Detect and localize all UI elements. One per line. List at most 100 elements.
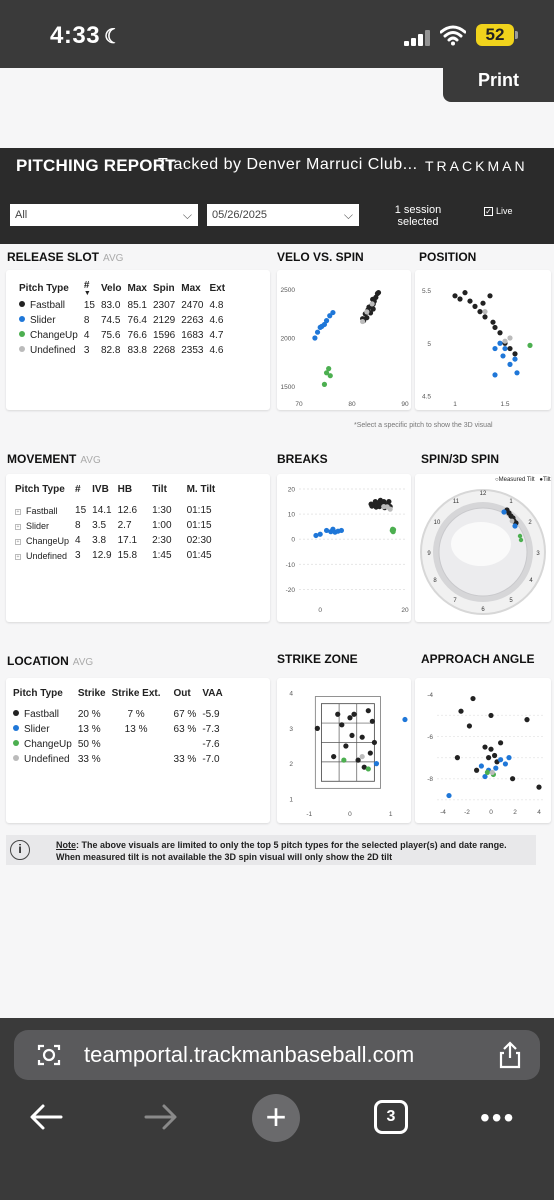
fastball-point <box>466 723 472 729</box>
undefined-point <box>482 309 488 315</box>
table-cell: 63 % <box>173 724 197 735</box>
date-select[interactable]: 05/26/2025 ⌵ <box>207 204 359 226</box>
strike-zone-title: STRIKE ZONE <box>277 652 358 666</box>
table-header-row: Pitch Type # IVB HB Tilt M. Tilt <box>12 482 218 497</box>
slider-point <box>497 340 503 346</box>
column-header[interactable]: Max <box>181 282 201 294</box>
pitch-type-label: Fastball <box>26 505 58 516</box>
new-tab-plus-icon[interactable]: + <box>252 1094 300 1142</box>
table-cell: 2307 <box>152 300 176 311</box>
expand-icon[interactable]: + <box>15 508 21 515</box>
page-settings-icon[interactable] <box>36 1042 62 1068</box>
table-header-row: Pitch Type # ▼ Velo Max Spin Max Ext <box>16 278 228 298</box>
column-header[interactable]: Tilt <box>152 484 167 495</box>
slider-point <box>313 532 319 539</box>
column-header[interactable]: Pitch Type <box>13 688 63 699</box>
x-tick-label: 1.5 <box>500 401 509 408</box>
column-header[interactable]: Strike <box>77 688 106 699</box>
pitch-type-cell: Fastball <box>16 298 81 313</box>
column-header[interactable]: Pitch Type <box>19 282 69 294</box>
table-row[interactable]: + Slider 8 3.5 2.7 1:00 01:15 <box>12 518 218 533</box>
undefined-point <box>359 753 365 760</box>
more-options-icon[interactable]: ••• <box>480 1102 516 1133</box>
table-row[interactable]: + ChangeUp 4 3.8 17.1 2:30 02:30 <box>12 533 218 548</box>
approach-angle-card: -4 -6 -8 -4 -2 0 2 4 <box>415 678 551 823</box>
table-row[interactable]: Undefined 33 % 33 % -7.0 <box>10 752 226 767</box>
clock-number: 2 <box>528 520 532 526</box>
approach-angle-chart[interactable]: -4 -6 -8 -4 -2 0 2 4 <box>415 678 551 823</box>
y-tick-label: -8 <box>427 776 433 783</box>
table-cell: 17.1 <box>117 535 138 546</box>
column-header[interactable]: # <box>75 484 81 495</box>
pitch-type-label: Slider <box>30 315 56 326</box>
pitch-filter-select[interactable]: All ⌵ <box>10 204 198 226</box>
expand-icon[interactable]: + <box>15 553 21 560</box>
fastball-point <box>371 739 378 746</box>
column-header[interactable]: M. Tilt <box>186 484 216 495</box>
column-header[interactable]: Out <box>173 688 191 699</box>
clock-number: 7 <box>453 598 457 604</box>
table-cell: 82.8 <box>100 345 121 356</box>
clock-number: 1 <box>509 499 513 505</box>
report-header: PITCHING REPORT Tracked by Denver Marruc… <box>0 148 554 244</box>
movement-title-text: MOVEMENT <box>7 452 77 466</box>
column-header[interactable]: Pitch Type <box>15 484 65 495</box>
fastball-point <box>492 752 498 759</box>
cellular-signal-icon <box>404 30 432 46</box>
column-header[interactable]: Velo <box>100 282 122 294</box>
table-row[interactable]: ChangeUp 50 % -7.6 <box>10 737 226 752</box>
forward-arrow-icon[interactable] <box>143 1102 179 1132</box>
pitch-type-cell: + Undefined <box>12 548 72 563</box>
tabs-count-button[interactable]: 3 <box>374 1100 408 1134</box>
table-cell <box>109 752 164 767</box>
live-toggle[interactable]: ✓ Live <box>484 206 513 216</box>
table-row[interactable]: + Undefined 3 12.9 15.8 1:45 01:45 <box>12 548 218 563</box>
changeup-point <box>327 373 333 379</box>
strike-zone-chart[interactable]: 1 2 3 4 -1 0 1 <box>277 678 411 823</box>
back-arrow-icon[interactable] <box>28 1102 64 1132</box>
table-row[interactable]: Fastball 20 % 7 % 67 % -5.9 <box>10 707 226 722</box>
spin-clock-visual[interactable]: 12 1 2 3 4 5 6 7 8 9 10 11 <box>415 474 551 622</box>
slider-point <box>327 313 333 319</box>
table-row[interactable]: Undefined 3 82.8 83.8 2268 2353 4.6 <box>16 343 228 358</box>
x-tick-label: 0 <box>318 607 322 614</box>
avg-label: AVG <box>103 253 124 264</box>
column-header[interactable]: Ext <box>209 282 226 294</box>
fastball-point <box>458 708 464 714</box>
position-title: POSITION <box>419 250 477 264</box>
position-chart[interactable]: 4.5 5 5.5 1 1.5 <box>415 270 551 410</box>
column-header[interactable]: IVB <box>92 484 109 495</box>
velo-spin-chart[interactable]: 1500 2000 2500 70 80 90 <box>277 270 411 410</box>
expand-icon[interactable]: + <box>15 538 21 545</box>
column-header[interactable]: HB <box>117 484 133 495</box>
table-row[interactable]: Slider 13 % 13 % 63 % -7.3 <box>10 722 226 737</box>
fastball-dot-icon <box>19 301 25 307</box>
session-count[interactable]: 1 session selected <box>380 204 456 228</box>
column-header[interactable]: Strike Ext. <box>111 688 161 699</box>
report-title: PITCHING REPORT <box>16 156 176 175</box>
changeup-dot-icon <box>13 740 19 746</box>
print-button[interactable]: Print <box>443 68 554 102</box>
expand-icon[interactable]: + <box>15 523 21 530</box>
pitch-type-cell: ChangeUp <box>10 737 75 752</box>
table-row[interactable]: Fastball 15 83.0 85.1 2307 2470 4.8 <box>16 298 228 313</box>
checkbox-icon: ✓ <box>484 207 493 216</box>
address-bar[interactable]: teamportal.trackmanbaseball.com <box>14 1030 540 1080</box>
avg-label: AVG <box>80 455 101 466</box>
share-icon[interactable] <box>498 1041 522 1069</box>
sort-desc-icon: ▼ <box>83 290 91 297</box>
session-count-line2: selected <box>397 216 439 228</box>
column-header[interactable]: Spin <box>152 282 175 294</box>
slider-point <box>492 345 498 352</box>
table-cell: 2.7 <box>117 520 132 531</box>
table-row[interactable]: ChangeUp 4 75.6 76.6 1596 1683 4.7 <box>16 328 228 343</box>
slider-point <box>402 716 408 723</box>
table-row[interactable]: + Fastball 15 14.1 12.6 1:30 01:15 <box>12 503 218 518</box>
column-header[interactable]: Max <box>127 282 147 294</box>
column-header[interactable]: VAA <box>202 688 223 699</box>
table-cell: 3 <box>75 550 81 561</box>
breaks-chart[interactable]: -20 -10 0 10 20 0 20 <box>277 474 411 622</box>
column-header[interactable]: # ▼ <box>81 278 98 298</box>
table-row[interactable]: Slider 8 74.5 76.4 2129 2263 4.6 <box>16 313 228 328</box>
y-tick-label: -4 <box>427 692 433 699</box>
